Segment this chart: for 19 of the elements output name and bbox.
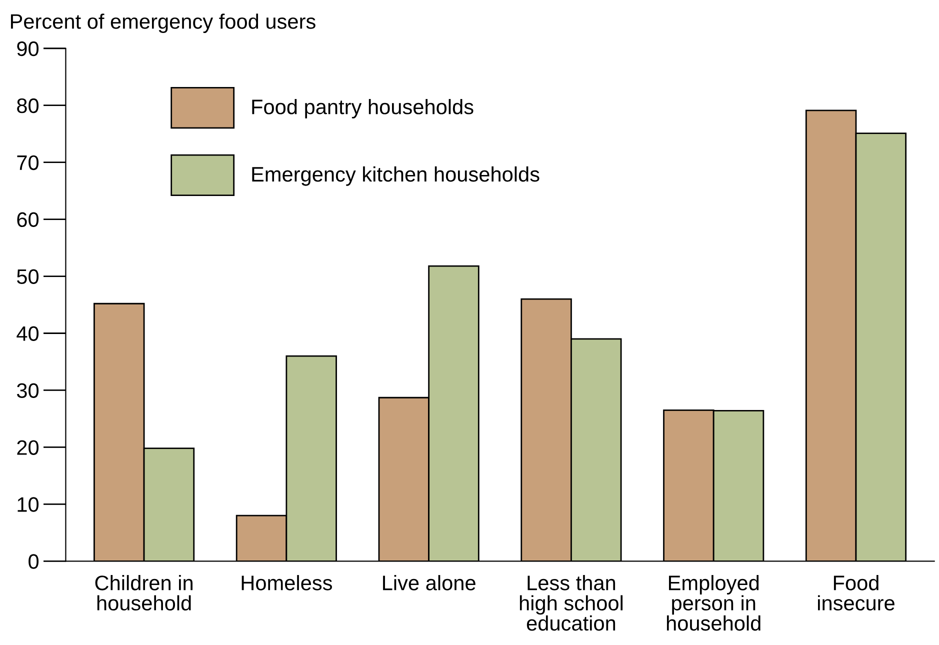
legend-label: Food pantry households — [252, 98, 474, 118]
x-tick-label: Food insecure — [818, 575, 894, 611]
x-tick-label: Live alone — [383, 575, 476, 590]
y-tick-label: 30 — [16, 383, 39, 398]
y-tick-label: 50 — [17, 269, 39, 284]
legend-label: Emergency kitchen households — [252, 166, 540, 186]
y-tick-label: 20 — [17, 440, 39, 455]
y-tick-label: 90 — [17, 41, 39, 56]
x-tick-label: Homeless — [242, 575, 332, 590]
y-tick-label: 10 — [18, 497, 39, 512]
y-tick-label: 60 — [17, 212, 39, 228]
y-tick-label: 80 — [17, 98, 39, 114]
x-tick-label: Less than high school education — [520, 575, 623, 631]
y-tick-label: 70 — [17, 155, 39, 170]
y-tick-label: 0 — [28, 554, 39, 569]
x-tick-label: Children in household — [95, 575, 192, 611]
x-tick-label: Employed person in household — [666, 575, 760, 631]
y-axis-title: Percent of emergency food users — [10, 14, 316, 33]
y-tick-label: 40 — [16, 326, 39, 342]
